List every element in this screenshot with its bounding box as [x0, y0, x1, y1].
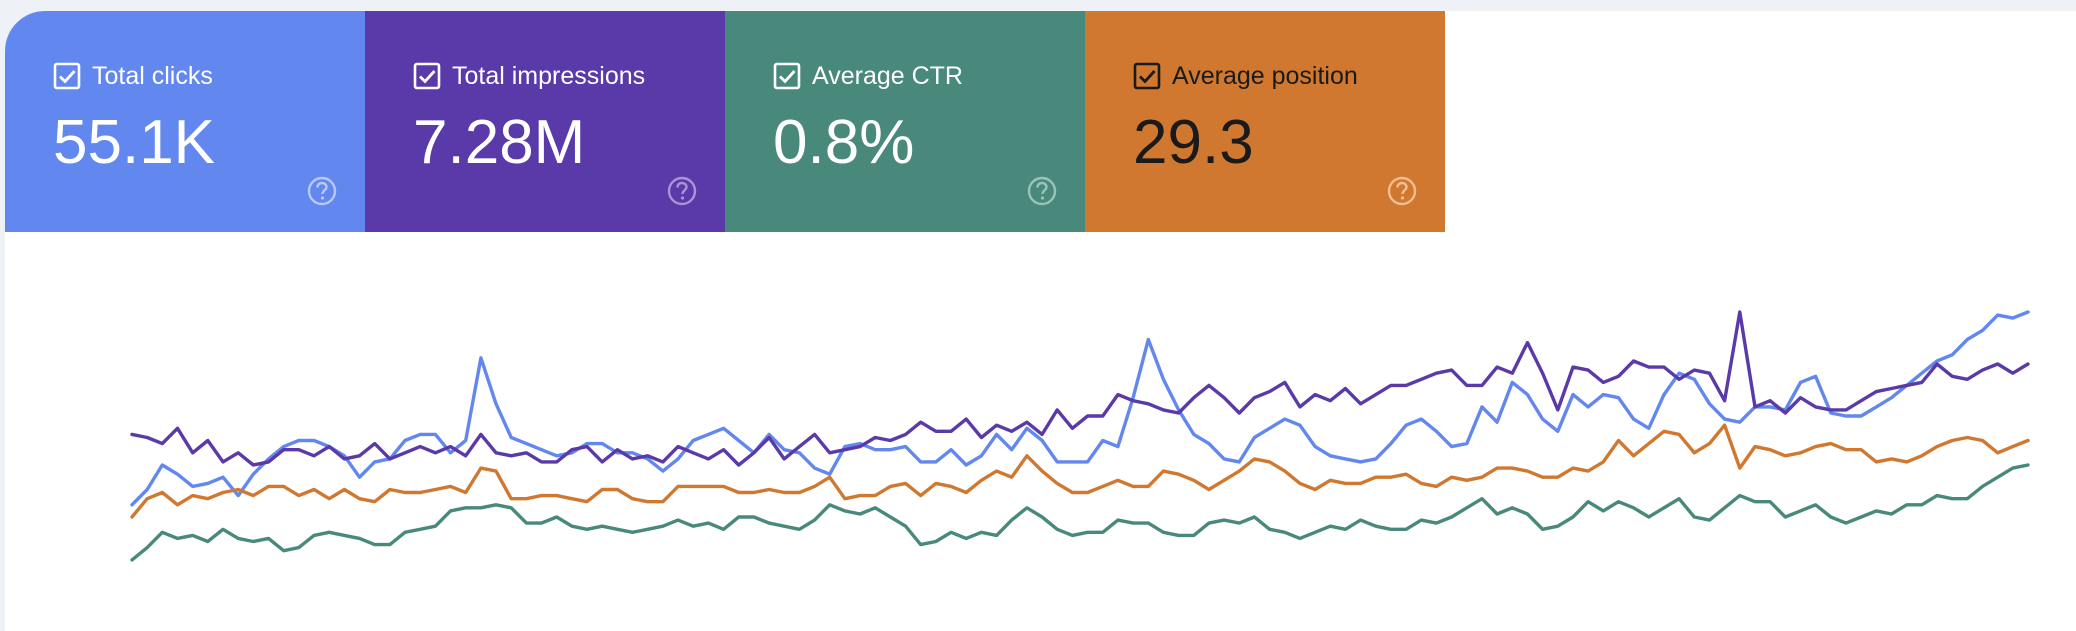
help-circle-icon[interactable] [306, 175, 338, 207]
metric-label: Average CTR [812, 62, 963, 90]
metric-card-average-ctr[interactable]: Average CTR 0.8% [725, 11, 1085, 232]
performance-panel: Total clicks 55.1K Total impressions 7.2… [5, 11, 2076, 631]
metric-card-total-impressions[interactable]: Total impressions 7.28M [365, 11, 725, 232]
metric-card-average-position[interactable]: Average position 29.3 [1085, 11, 1445, 232]
metric-label: Total impressions [452, 62, 646, 90]
series-line-average-ctr[interactable] [130, 463, 2030, 562]
checkbox-checked-icon[interactable] [413, 62, 441, 90]
metric-card-total-clicks[interactable]: Total clicks 55.1K [5, 11, 365, 232]
metric-value: 7.28M [413, 108, 586, 177]
metric-value: 0.8% [773, 108, 915, 177]
series-line-total-clicks[interactable] [130, 310, 2030, 507]
metric-cards: Total clicks 55.1K Total impressions 7.2… [5, 11, 1445, 232]
checkbox-checked-icon[interactable] [53, 62, 81, 90]
series-line-total-impressions[interactable] [130, 310, 2030, 467]
metric-label: Total clicks [92, 62, 213, 90]
help-circle-icon[interactable] [1386, 175, 1418, 207]
metric-label: Average position [1172, 62, 1358, 90]
help-circle-icon[interactable] [666, 175, 698, 207]
metric-value: 29.3 [1133, 108, 1254, 177]
performance-line-chart[interactable] [5, 232, 2076, 631]
checkbox-checked-icon[interactable] [1133, 62, 1161, 90]
checkbox-checked-icon[interactable] [773, 62, 801, 90]
series-line-average-position[interactable] [130, 423, 2030, 519]
help-circle-icon[interactable] [1026, 175, 1058, 207]
metric-value: 55.1K [53, 108, 216, 177]
